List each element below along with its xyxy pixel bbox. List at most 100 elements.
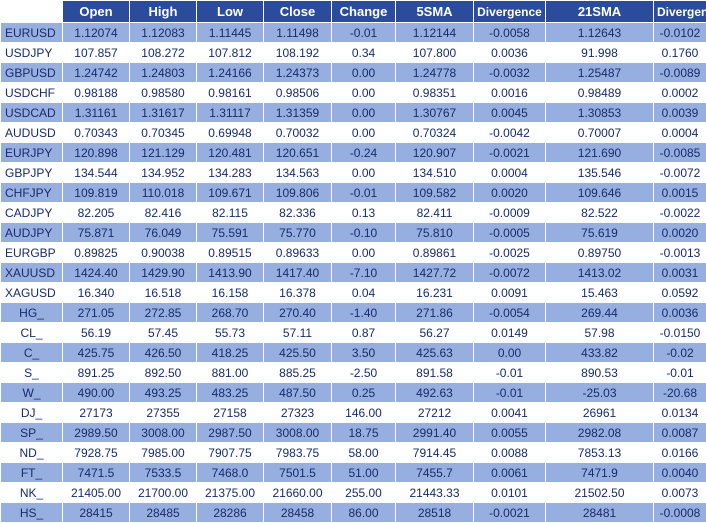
close-header: Close [264,1,332,23]
sma21-cell: 7853.13 [546,443,654,463]
symbol-cell: CHFJPY [1,183,63,203]
change-cell: -0.01 [332,183,396,203]
high-cell: 272.85 [130,303,197,323]
divergence-5sma-cell: 0.0061 [474,463,546,483]
close-cell: 1.31359 [264,103,332,123]
open-cell: 425.75 [63,343,130,363]
divergence-21sma-cell: -0.0008 [654,503,706,523]
sma5-cell: 0.98351 [396,83,474,103]
sma5-cell: 891.58 [396,363,474,383]
high-cell: 134.952 [130,163,197,183]
sma21-cell: 135.546 [546,163,654,183]
high-cell: 0.98580 [130,83,197,103]
sma5-cell: 75.810 [396,223,474,243]
change-cell: 0.00 [332,163,396,183]
divergence-5sma-cell: -0.0042 [474,123,546,143]
divergence-21sma-cell: -0.01 [654,363,706,383]
low-cell: 418.25 [197,343,264,363]
change-cell: 0.87 [332,323,396,343]
change-cell: -7.10 [332,263,396,283]
sma21-cell: 57.98 [546,323,654,343]
symbol-cell: ND_ [1,443,63,463]
sma5-header: 5SMA [396,1,474,23]
open-cell: 2989.50 [63,423,130,443]
open-cell: 271.05 [63,303,130,323]
high-cell: 892.50 [130,363,197,383]
divergence-21sma-cell: -20.68 [654,383,706,403]
close-cell: 0.89633 [264,243,332,263]
low-cell: 109.671 [197,183,264,203]
sma5-cell: 107.800 [396,43,474,63]
change-cell: 3.50 [332,343,396,363]
low-cell: 107.812 [197,43,264,63]
high-cell: 57.45 [130,323,197,343]
change-cell: 146.00 [332,403,396,423]
change-cell: -1.40 [332,303,396,323]
symbol-cell: CL_ [1,323,63,343]
divergence-5sma-cell: 0.0041 [474,403,546,423]
close-cell: 270.40 [264,303,332,323]
low-cell: 0.69948 [197,123,264,143]
divergence-21sma-cell: 0.0073 [654,483,706,503]
symbol-cell: EURUSD [1,23,63,43]
high-cell: 426.50 [130,343,197,363]
close-cell: 16.378 [264,283,332,303]
divergence-5sma-cell: -0.0009 [474,203,546,223]
high-cell: 28485 [130,503,197,523]
symbol-cell: GBPUSD [1,63,63,83]
open-cell: 134.544 [63,163,130,183]
open-cell: 1.24742 [63,63,130,83]
divergence-5sma-cell: -0.0025 [474,243,546,263]
divergence-21sma-cell: -0.0089 [654,63,706,83]
sma21-cell: 0.98489 [546,83,654,103]
high-cell: 0.90038 [130,243,197,263]
symbol-cell: HS_ [1,503,63,523]
sma5-cell: 492.63 [396,383,474,403]
low-cell: 483.25 [197,383,264,403]
close-cell: 28458 [264,503,332,523]
open-cell: 891.25 [63,363,130,383]
sma5-cell: 1.30767 [396,103,474,123]
sma5-cell: 82.411 [396,203,474,223]
symbol-cell: FT_ [1,463,63,483]
symbol-cell: EURJPY [1,143,63,163]
divergence-21sma-cell: 0.0166 [654,443,706,463]
divergence-5sma-cell: -0.0032 [474,63,546,83]
change-cell: 0.00 [332,83,396,103]
divergence-5sma-cell: 0.0016 [474,83,546,103]
low-cell: 2987.50 [197,423,264,443]
sma21-header: 21SMA [546,1,654,23]
change-cell: 58.00 [332,443,396,463]
low-cell: 134.283 [197,163,264,183]
divergence-5sma-cell: 0.0088 [474,443,546,463]
symbol-cell: W_ [1,383,63,403]
divergence-21sma-cell: -0.02 [654,343,706,363]
change-cell: -2.50 [332,363,396,383]
close-cell: 75.770 [264,223,332,243]
divergence-21sma-cell: 0.0036 [654,303,706,323]
sma21-cell: 7471.9 [546,463,654,483]
divergence-5sma-cell: -0.01 [474,383,546,403]
divergence-5sma-cell: -0.0021 [474,503,546,523]
sma5-cell: 134.510 [396,163,474,183]
close-cell: 109.806 [264,183,332,203]
divergence-5sma-cell: 0.0036 [474,43,546,63]
divergence-5sma-cell: 0.0004 [474,163,546,183]
divergence-5sma-cell: -0.0021 [474,143,546,163]
close-cell: 21660.00 [264,483,332,503]
symbol-cell: USDCHF [1,83,63,103]
sma5-cell: 1427.72 [396,263,474,283]
sma21-cell: 91.998 [546,43,654,63]
symbol-cell: USDJPY [1,43,63,63]
high-cell: 1.31617 [130,103,197,123]
